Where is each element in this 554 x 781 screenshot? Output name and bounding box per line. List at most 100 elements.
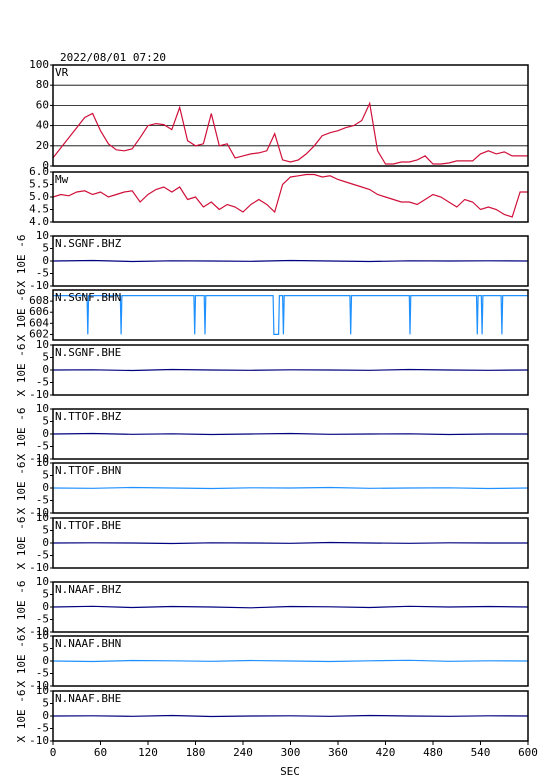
x-tick-label: 120: [138, 746, 158, 759]
y-tick-label: 100: [29, 58, 49, 71]
y-tick-label: 5: [42, 524, 49, 537]
trace: [52, 432, 528, 436]
y-tick-label: -5: [36, 613, 49, 626]
y-tick-label: 5: [42, 351, 49, 364]
legend-label: N.NAAF.BHE: [55, 692, 121, 705]
x-tick-label: 180: [186, 746, 206, 759]
y-tick-label: 5: [42, 242, 49, 255]
x-tick-label: 480: [423, 746, 443, 759]
x-tick-label: 600: [518, 746, 538, 759]
y-tick-label: -10: [29, 388, 49, 401]
x-tick-label: 540: [471, 746, 491, 759]
panel-frame: [52, 635, 529, 687]
y-tick-label: 10: [36, 684, 49, 697]
trace: [52, 486, 529, 490]
panel-frame: [52, 64, 529, 167]
y-tick-label: 0: [42, 481, 49, 494]
legend-label: N.TTOF.BHZ: [55, 410, 122, 423]
x-tick-label: 420: [376, 746, 396, 759]
x-tick-label: 0: [50, 746, 57, 759]
y-tick-label: -5: [36, 667, 49, 680]
trace: [52, 541, 528, 545]
trace: [52, 368, 529, 372]
y-axis-label: X 10E -6: [15, 344, 28, 397]
y-tick-label: 10: [36, 456, 49, 469]
y-tick-label: 0: [42, 254, 49, 267]
y-tick-label: 5: [42, 469, 49, 482]
y-tick-label: 20: [36, 139, 49, 152]
legend-label: VR: [55, 66, 69, 79]
legend-label: N.NAAF.BHN: [55, 637, 121, 650]
y-tick-label: 10: [36, 511, 49, 524]
y-axis-label: X 10E -6: [15, 289, 28, 342]
trace: [52, 605, 529, 609]
y-tick-label: 0: [42, 363, 49, 376]
y-tick-label: -5: [36, 440, 49, 453]
y-tick-label: -10: [29, 452, 49, 465]
y-axis-label: X 10E -6: [15, 635, 28, 688]
trace: [52, 101, 528, 165]
y-tick-label: 5: [42, 415, 49, 428]
panel-frame: [52, 408, 529, 460]
y-tick-label: 5: [42, 697, 49, 710]
x-axis-label: SEC: [280, 765, 300, 778]
y-tick-label: 5.0: [29, 190, 49, 203]
panel-frame: [52, 581, 529, 633]
y-tick-label: 0: [42, 536, 49, 549]
y-tick-label: -10: [29, 279, 49, 292]
y-tick-label: 10: [36, 338, 49, 351]
y-tick-label: 40: [36, 119, 49, 132]
legend-label: N.TTOF.BHN: [55, 464, 121, 477]
y-tick-label: -10: [29, 679, 49, 692]
y-tick-label: -10: [29, 506, 49, 519]
y-tick-label: 5.5: [29, 178, 49, 191]
y-tick-label: 604: [29, 316, 49, 329]
panel-frame: [52, 462, 529, 514]
y-tick-label: -10: [29, 561, 49, 574]
trace: [53, 295, 528, 335]
y-tick-label: 60: [36, 98, 49, 111]
trace: [52, 173, 528, 218]
y-axis-label: X 10E -6: [15, 235, 28, 288]
y-tick-label: 602: [29, 327, 49, 340]
y-tick-label: -5: [36, 549, 49, 562]
y-tick-label: 10: [36, 229, 49, 242]
y-tick-label: 0: [42, 600, 49, 613]
panel-frame: [52, 171, 529, 223]
y-tick-label: -5: [36, 494, 49, 507]
y-axis-label: X 10E -6: [15, 690, 28, 743]
y-tick-label: 608: [29, 294, 49, 307]
trace: [52, 659, 529, 663]
y-tick-label: 6.0: [29, 165, 49, 178]
y-tick-label: -5: [36, 376, 49, 389]
legend-label: N.NAAF.BHZ: [55, 583, 122, 596]
y-tick-label: -10: [29, 625, 49, 638]
chart-title: 2022/08/01 07:20: [60, 51, 166, 64]
legend-label: N.SGNF.BHE: [55, 346, 121, 359]
legend-label: N.SGNF.BHN: [55, 291, 121, 304]
x-tick-label: 240: [233, 746, 253, 759]
panel-frame: [52, 235, 529, 287]
legend-label: N.SGNF.BHZ: [55, 237, 122, 250]
y-tick-label: -10: [29, 734, 49, 747]
y-tick-label: 0: [42, 654, 49, 667]
legend-label: Mw: [55, 173, 69, 186]
y-tick-label: 0: [42, 427, 49, 440]
y-tick-label: 606: [29, 305, 49, 318]
legend-label: N.TTOF.BHE: [55, 519, 121, 532]
y-tick-label: 10: [36, 402, 49, 415]
panel-frame: [52, 289, 529, 341]
y-tick-label: -5: [36, 267, 49, 280]
y-axis-label: X 10E -6: [15, 462, 28, 515]
x-tick-label: 360: [328, 746, 348, 759]
y-axis-label: X 10E -6: [15, 408, 28, 461]
y-tick-label: 4.0: [29, 215, 49, 228]
trace: [52, 259, 529, 263]
y-axis-label: X 10E -6: [15, 517, 28, 570]
y-tick-label: -5: [36, 722, 49, 735]
x-tick-label: 300: [281, 746, 301, 759]
y-axis-label: X 10E -6: [15, 581, 28, 634]
y-tick-label: 5: [42, 588, 49, 601]
